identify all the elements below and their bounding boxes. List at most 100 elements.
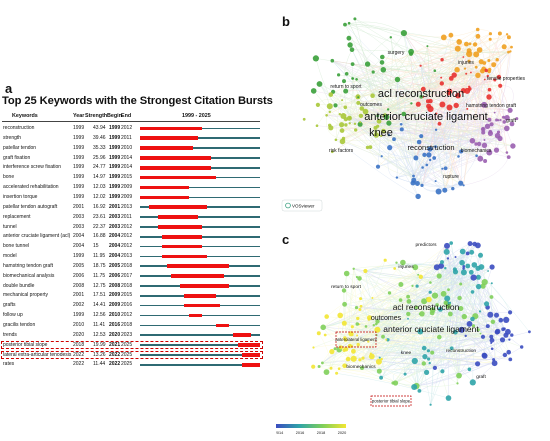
network-edge (424, 323, 470, 357)
network-edge (411, 51, 470, 57)
network-node (508, 357, 513, 362)
network-edge (421, 131, 499, 186)
network-edge (421, 41, 460, 186)
network-edge (358, 102, 485, 141)
network-edge (444, 61, 470, 191)
watermark-text: VOSviewer (292, 204, 315, 209)
network-edge (476, 67, 490, 98)
network-edge (343, 138, 416, 159)
network-node (454, 256, 457, 258)
burst-bar (140, 175, 216, 180)
network-node (342, 301, 347, 307)
network-edge (338, 243, 471, 369)
network-node (392, 380, 399, 386)
network-edge (338, 265, 468, 369)
network-edge (430, 243, 471, 283)
network-edge (424, 244, 475, 357)
network-node (412, 264, 419, 271)
network-edge (476, 123, 513, 156)
network-edge (344, 307, 417, 324)
network-node (343, 22, 347, 27)
network-node (481, 142, 488, 148)
network-label: injuries (398, 264, 414, 270)
network-edge (326, 301, 425, 319)
network-edge (323, 285, 418, 328)
network-node (470, 274, 477, 281)
network-edge (441, 262, 522, 348)
header-begin: Begin (107, 113, 122, 119)
network-node (367, 318, 371, 321)
burst-table-title: Top 25 Keywords with the Strongest Citat… (2, 95, 273, 107)
network-node (371, 297, 374, 299)
network-node (426, 45, 429, 48)
network-node (368, 353, 375, 360)
network-edge (379, 325, 488, 372)
begin-cell: 2021 (109, 341, 121, 348)
network-node (503, 316, 510, 323)
network-edge (335, 105, 501, 139)
network-edge (335, 81, 345, 140)
network-node (386, 120, 392, 126)
network-label: graft (476, 374, 486, 380)
network-edge (358, 53, 470, 98)
timeline-bar (140, 354, 260, 356)
strength-cell: 16.88 (93, 233, 106, 240)
network-edge (335, 79, 398, 106)
network-edge (356, 79, 404, 115)
network-node (456, 382, 459, 385)
network-edge (462, 251, 495, 364)
network-edge (330, 94, 459, 157)
network-node (429, 307, 436, 313)
network-edge (382, 320, 501, 337)
network-edge (463, 56, 495, 81)
network-edge (353, 351, 435, 369)
burst-bar (140, 165, 212, 170)
network-node (409, 51, 413, 56)
network-edge (378, 266, 493, 362)
end-cell: 2010 (121, 144, 133, 151)
begin-cell: 1999 (109, 184, 121, 191)
network-edge (350, 293, 444, 334)
network-node (443, 248, 450, 255)
network-edge (369, 284, 402, 318)
network-node (337, 73, 341, 77)
network-edge (343, 68, 466, 82)
network-node (475, 33, 481, 39)
network-edge (323, 296, 409, 328)
network-edge (413, 101, 429, 159)
network-edge (419, 245, 448, 391)
network-edge (401, 41, 460, 130)
network-edge (383, 69, 464, 91)
network-edge (349, 70, 483, 124)
network-node (510, 45, 513, 49)
network-edge (379, 301, 410, 372)
end-cell: 2015 (121, 292, 133, 299)
network-node (476, 141, 482, 147)
network-edge (345, 331, 512, 341)
network-node (490, 282, 493, 285)
network-node (443, 166, 448, 171)
network-node (419, 64, 422, 67)
network-node (462, 267, 465, 270)
network-edge (367, 147, 414, 177)
network-edge (469, 86, 497, 121)
network-node (400, 30, 407, 37)
network-edge (446, 245, 511, 313)
network-node (483, 159, 488, 163)
network-node (430, 350, 435, 355)
network-node (411, 384, 418, 390)
network-node (435, 303, 439, 307)
network-edge (464, 59, 498, 69)
end-cell: 2018 (121, 262, 133, 269)
network-node (419, 95, 423, 99)
network-edge (339, 261, 443, 350)
network-node (484, 301, 490, 307)
network-node (442, 187, 448, 193)
network-edge (317, 104, 423, 186)
network-edge (349, 345, 425, 357)
network-node (361, 356, 365, 360)
begin-cell: 2010 (109, 312, 121, 319)
network-node (412, 174, 415, 178)
end-cell: 2012 (121, 233, 133, 240)
network-edge (362, 335, 466, 359)
